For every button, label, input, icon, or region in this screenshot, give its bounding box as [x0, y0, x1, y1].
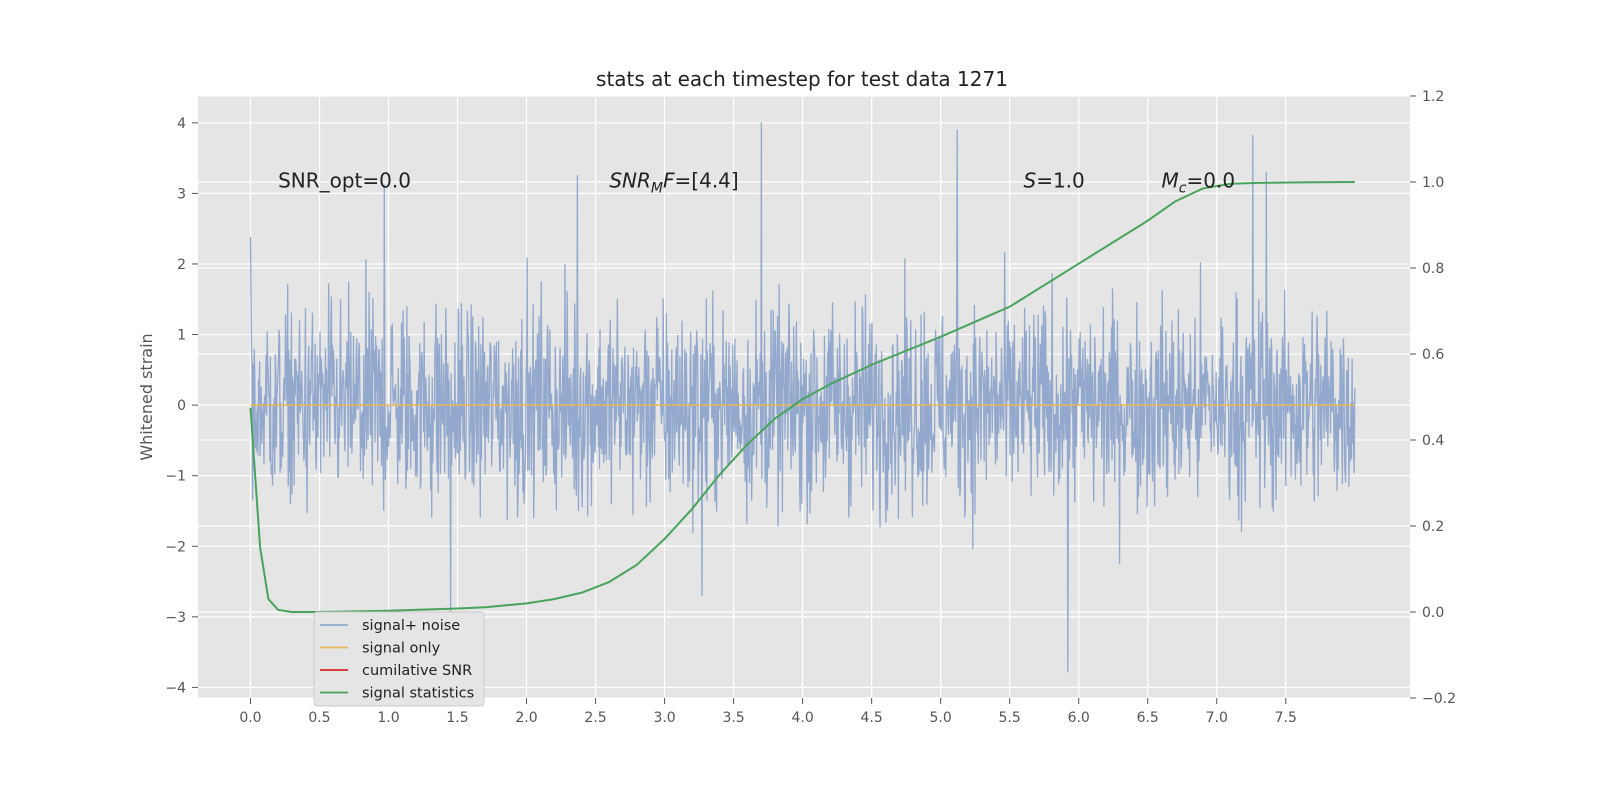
y-tick-label: 0: [177, 398, 186, 414]
signal-plus-noise-line: [249, 122, 1356, 673]
x-tick-label: 0.5: [308, 710, 330, 726]
y-tick-label: 1: [177, 328, 186, 344]
x-tick-label: 5.0: [930, 710, 952, 726]
y-tick-label: 4: [177, 116, 186, 132]
annotation-value: =0.0: [1186, 169, 1235, 193]
y2-tick-label: 1.0: [1422, 175, 1444, 191]
y-tick-label: −2: [165, 539, 186, 555]
annotation-text-1: SNRMF=[4.4]: [609, 169, 738, 197]
x-tick-label: 3.0: [653, 710, 675, 726]
annotation-text-3: Mc=0.0: [1162, 169, 1236, 197]
y-tick-label: −4: [165, 680, 186, 696]
y2-tick-label: 0.2: [1422, 519, 1444, 535]
annotation-text-0: SNR_opt=0.0: [278, 169, 411, 193]
annotation-main: SNR_opt=0.0: [278, 169, 411, 193]
y2-tick-label: 0.0: [1422, 605, 1444, 621]
y2-tick-label: 0.6: [1422, 347, 1444, 363]
legend-label: signal+ noise: [362, 618, 460, 634]
legend-label: cumilative SNR: [362, 663, 472, 679]
annotations: SNR_opt=0.0 SNRMF=[4.4] S=1.0 Mc=0.0: [278, 169, 1235, 197]
legend: signal+ noise signal only cumilative SNR si…: [313, 611, 485, 707]
x-tick-label: 1.0: [377, 710, 399, 726]
annotation-value: =[4.4]: [675, 169, 739, 193]
legend-box: [313, 611, 485, 707]
x-tick-label: 7.5: [1275, 710, 1297, 726]
axis-ticks: 0.0 0.5 1.0 1.5 2.0 2.5 3.0 3.5 4.0 4.5 5.0 5.5 6.0 6…: [165, 89, 1456, 726]
x-tick-label: 0.0: [239, 710, 261, 726]
annotation-subscript: c: [1179, 181, 1187, 197]
y-tick-label: −3: [165, 610, 186, 626]
annotation-symbol: F: [663, 169, 675, 193]
y-tick-label: 3: [177, 186, 186, 202]
x-tick-label: 5.5: [999, 710, 1021, 726]
x-tick-label: 6.0: [1068, 710, 1090, 726]
annotation-value: =1.0: [1036, 169, 1085, 193]
y2-tick-label: −0.2: [1422, 691, 1456, 707]
x-tick-label: 4.0: [791, 710, 813, 726]
x-tick-label: 4.5: [861, 710, 883, 726]
x-tick-label: 3.5: [722, 710, 744, 726]
annotation-main: M: [1162, 169, 1179, 193]
signal-plus-noise-series: [249, 122, 1356, 673]
annotation-subscript: M: [651, 181, 663, 197]
x-tick-label: 6.5: [1137, 710, 1159, 726]
x-tick-label: 7.0: [1206, 710, 1228, 726]
chart-title: stats at each timestep for test data 127…: [596, 67, 1008, 91]
legend-label: signal only: [362, 641, 441, 657]
y-tick-label: −1: [165, 469, 186, 485]
legend-label: signal statistics: [362, 686, 474, 702]
y2-tick-label: 0.4: [1422, 433, 1444, 449]
x-tick-label: 2.0: [515, 710, 537, 726]
x-tick-label: 2.5: [584, 710, 606, 726]
annotation-text-2: S=1.0: [1023, 169, 1084, 193]
y2-tick-label: 0.8: [1422, 261, 1444, 277]
annotation-main: SNR: [609, 169, 651, 193]
annotation-main: S: [1023, 169, 1036, 193]
y-tick-label: 2: [177, 257, 186, 273]
y2-tick-label: 1.2: [1422, 89, 1444, 105]
x-tick-label: 1.5: [446, 710, 468, 726]
y-axis-label: Whitened strain: [137, 333, 156, 460]
